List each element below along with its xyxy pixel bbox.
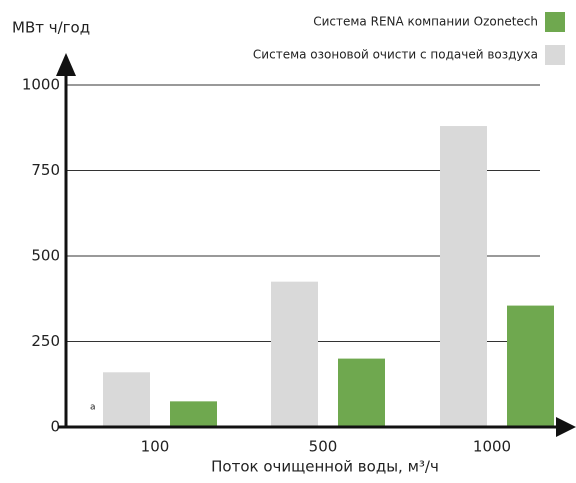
- y-axis-label: МВт ч/год: [12, 19, 90, 37]
- x-tick-label: 100: [141, 438, 170, 456]
- x-axis-arrow: [556, 417, 576, 437]
- legend-label: Система озоновой очисти с подачей воздух…: [253, 48, 538, 62]
- legend-swatch: [545, 45, 565, 65]
- bar: [103, 372, 150, 427]
- x-tick-label: 500: [309, 438, 338, 456]
- legend-label: Система RENA компании Ozonetech: [313, 15, 538, 29]
- y-axis-arrow: [56, 53, 76, 76]
- bar: [170, 401, 217, 427]
- y-tick-label: 250: [31, 332, 60, 350]
- annotation: а: [90, 403, 96, 413]
- bar: [338, 358, 385, 427]
- x-axis-label: Поток очищенной воды, м³/ч: [211, 458, 439, 476]
- y-tick-label: 750: [31, 161, 60, 179]
- bar: [507, 305, 554, 427]
- y-tick-label: 1000: [22, 76, 60, 94]
- bar: [440, 126, 487, 427]
- x-tick-label: 1000: [473, 438, 511, 456]
- bar: [271, 281, 318, 427]
- y-tick-label: 500: [31, 247, 60, 265]
- legend-swatch: [545, 12, 565, 32]
- y-tick-label: 0: [50, 418, 60, 436]
